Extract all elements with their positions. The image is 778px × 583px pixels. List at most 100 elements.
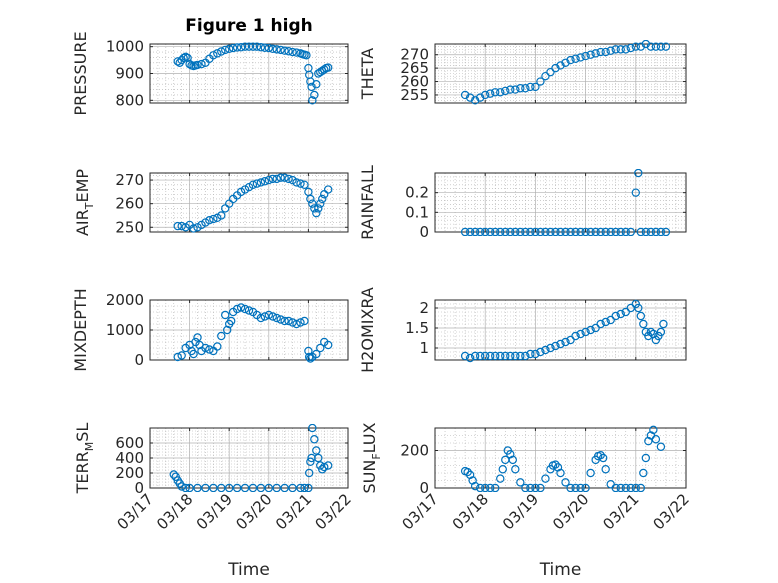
data-point <box>656 42 666 51</box>
data-point <box>631 42 641 51</box>
data-point <box>465 353 475 363</box>
data-point <box>566 227 575 236</box>
y-axis-label: H2OMIXRA <box>358 287 377 373</box>
data-point <box>611 227 620 236</box>
y-tick-label: 1000 <box>106 38 144 56</box>
data-point <box>240 483 250 492</box>
data-point <box>526 227 535 236</box>
y-tick-label: 400 <box>115 449 144 467</box>
data-point <box>288 47 297 57</box>
data-point <box>225 483 234 492</box>
data-point <box>470 351 480 361</box>
data-series-theta <box>460 40 671 105</box>
x-tick-label: 03/19 <box>193 490 236 533</box>
data-point <box>256 43 266 52</box>
data-point <box>634 303 643 313</box>
x-axis-label: Time <box>227 560 270 580</box>
data-point <box>536 227 545 236</box>
data-point <box>516 227 525 236</box>
y-tick-label: 260 <box>115 195 144 213</box>
data-point <box>516 478 525 487</box>
data-point <box>541 71 550 81</box>
y-axis-label: SUNFLUX <box>360 422 383 493</box>
data-point <box>280 46 289 55</box>
data-point <box>232 43 242 52</box>
data-point <box>465 227 475 236</box>
data-point <box>205 345 214 354</box>
subplot-air_temp: 250 260 270 AIRTEMP <box>73 169 349 236</box>
y-axis-label: THETA <box>358 48 377 100</box>
data-point <box>491 483 500 492</box>
data-point <box>516 84 525 93</box>
y-tick-label: 270 <box>115 171 144 189</box>
data-point <box>636 42 646 51</box>
data-point <box>626 43 635 53</box>
data-point <box>304 346 313 356</box>
data-point <box>661 42 671 51</box>
axes-background <box>435 173 686 232</box>
data-point <box>316 199 325 208</box>
data-point <box>601 465 610 474</box>
data-point <box>312 446 321 455</box>
data-point <box>209 214 218 224</box>
data-point <box>656 327 666 337</box>
data-point <box>651 227 661 236</box>
data-point <box>516 351 525 361</box>
data-point <box>189 349 198 359</box>
data-point <box>193 333 202 342</box>
data-point <box>217 331 226 341</box>
y-tick-label: 265 <box>400 59 429 77</box>
data-point <box>320 462 329 472</box>
data-point <box>189 224 198 233</box>
data-point <box>571 227 580 236</box>
data-point <box>511 351 520 361</box>
data-point <box>308 96 317 105</box>
y-tick-label: 2 <box>419 299 429 317</box>
data-point <box>292 178 301 187</box>
data-point <box>240 42 250 51</box>
data-point <box>304 483 313 492</box>
data-point <box>621 227 630 236</box>
data-point <box>576 227 585 236</box>
data-point <box>521 351 530 361</box>
data-point <box>486 351 495 361</box>
data-point <box>626 483 635 492</box>
data-point <box>248 180 258 189</box>
data-series-rainfall <box>460 169 671 236</box>
data-point <box>185 483 194 492</box>
data-point <box>551 341 560 351</box>
axes-box <box>434 299 687 361</box>
data-point <box>288 318 297 327</box>
data-point <box>576 329 585 339</box>
data-point <box>318 465 327 474</box>
data-point <box>272 313 281 323</box>
data-point <box>304 352 314 362</box>
data-point <box>248 483 258 492</box>
data-series-air_temp <box>173 173 333 233</box>
data-point <box>491 351 500 361</box>
data-point <box>268 312 277 321</box>
data-point <box>506 85 515 94</box>
data-point <box>481 351 490 361</box>
data-point <box>591 227 600 236</box>
data-point <box>561 337 570 347</box>
x-tick-label: 03/22 <box>312 490 355 533</box>
data-point <box>646 227 656 236</box>
data-point <box>324 461 333 470</box>
data-point <box>256 313 266 323</box>
data-point <box>656 227 666 236</box>
data-point <box>240 304 250 314</box>
data-point <box>566 483 575 492</box>
data-point <box>460 227 470 236</box>
data-point <box>475 483 485 492</box>
data-point <box>611 311 620 321</box>
data-point <box>232 304 242 314</box>
data-point <box>601 47 610 57</box>
data-point <box>531 82 540 92</box>
data-point <box>546 343 555 353</box>
y-tick-label: 1000 <box>106 321 144 339</box>
y-tick-label: 800 <box>115 91 144 109</box>
data-point <box>177 351 186 360</box>
data-point <box>304 468 314 478</box>
